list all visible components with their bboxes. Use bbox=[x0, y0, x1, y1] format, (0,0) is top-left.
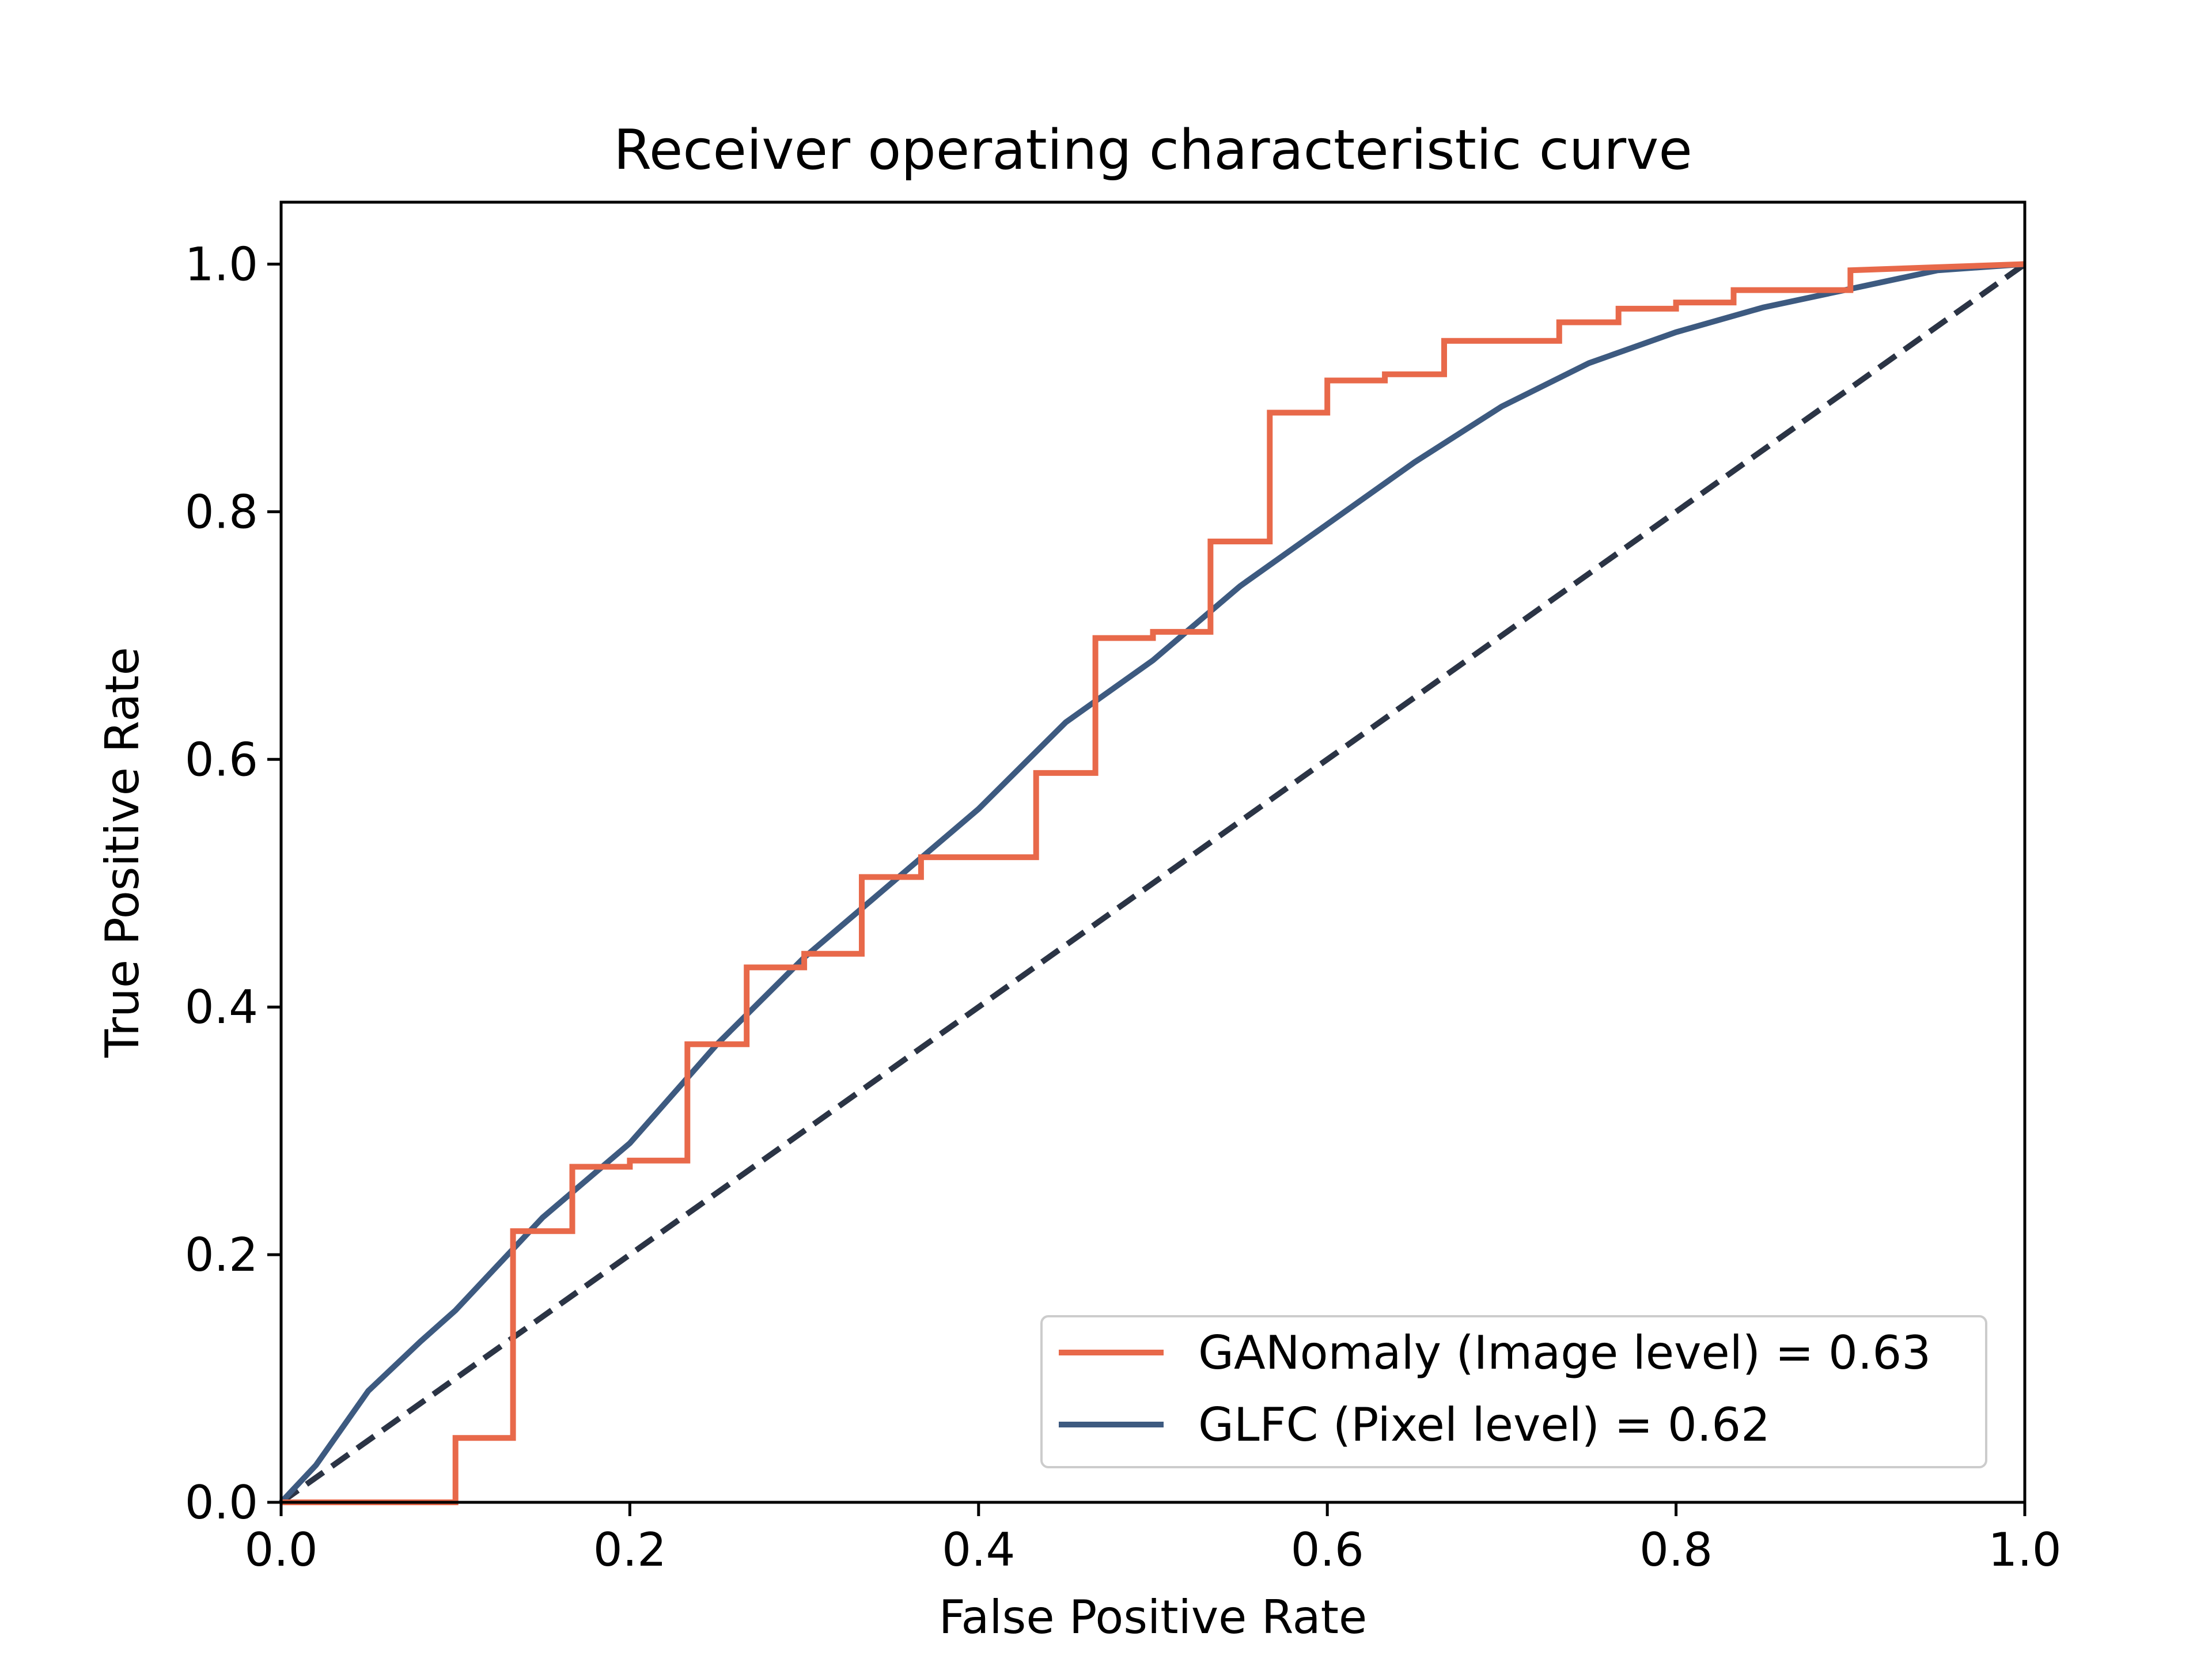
legend-entry-ganomaly: GANomaly (Image level) = 0.63 bbox=[1198, 1326, 1931, 1380]
glfc-roc-line bbox=[279, 261, 2025, 1505]
y-axis-ticks: 0.0 0.2 0.4 0.6 0.8 1.0 bbox=[185, 237, 281, 1529]
y-axis-label: True Positive Rate bbox=[96, 647, 149, 1058]
y-tick-label: 0.4 bbox=[185, 980, 258, 1034]
x-tick-label: 1.0 bbox=[1988, 1523, 2061, 1577]
chance-diagonal-line bbox=[279, 262, 2027, 1505]
x-tick-label: 0.6 bbox=[1291, 1523, 1364, 1577]
y-tick-label: 1.0 bbox=[185, 237, 258, 291]
x-axis-label: False Positive Rate bbox=[939, 1590, 1368, 1644]
x-tick-label: 0.8 bbox=[1639, 1523, 1713, 1577]
legend: GANomaly (Image level) = 0.63 GLFC (Pixe… bbox=[1040, 1315, 1987, 1468]
x-tick-label: 0.0 bbox=[244, 1523, 317, 1577]
y-tick-label: 0.6 bbox=[185, 733, 258, 786]
legend-box bbox=[1040, 1315, 1987, 1468]
plot-frame bbox=[279, 200, 2027, 1504]
plot-series bbox=[279, 261, 2027, 1505]
y-tick-label: 0.0 bbox=[185, 1476, 258, 1529]
x-tick-label: 0.2 bbox=[593, 1523, 666, 1577]
x-tick-label: 0.4 bbox=[942, 1523, 1015, 1577]
ganomaly-roc-line bbox=[281, 261, 2025, 1505]
y-tick-label: 0.8 bbox=[185, 485, 258, 539]
x-axis-ticks: 0.0 0.2 0.4 0.6 0.8 1.0 bbox=[244, 1502, 2062, 1577]
legend-entry-glfc: GLFC (Pixel level) = 0.62 bbox=[1198, 1398, 1770, 1452]
chart-title: Receiver operating characteristic curve bbox=[613, 119, 1692, 182]
y-tick-label: 0.2 bbox=[185, 1228, 258, 1282]
